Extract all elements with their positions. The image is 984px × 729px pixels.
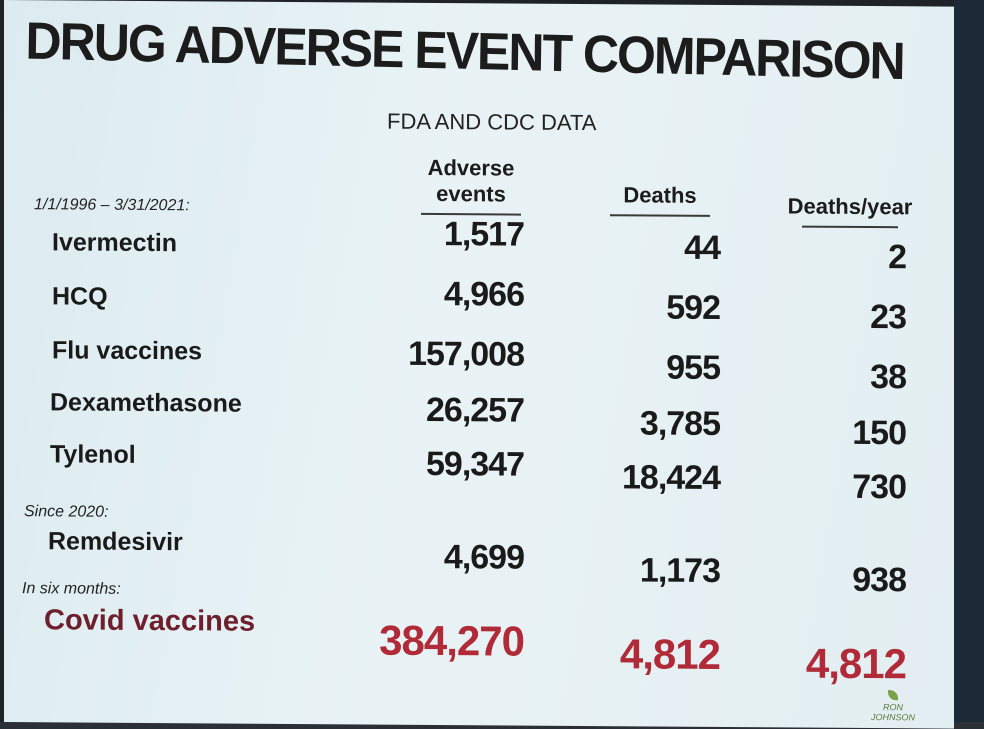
slide: DRUG ADVERSE EVENT COMPARISON FDA AND CD… <box>4 0 954 729</box>
section-label: 1/1/1996 – 3/31/2021: <box>34 196 190 215</box>
adverse-events-value: 26,257 <box>426 390 524 430</box>
deaths-per-year-value: 4,812 <box>805 639 906 688</box>
deaths-per-year-value: 938 <box>852 560 906 600</box>
section-label: Since 2020: <box>24 503 109 521</box>
column-header-label: Deaths/year <box>787 193 913 220</box>
section-label: In six months: <box>22 580 121 598</box>
column-header-adverse-events: Adverse events <box>404 155 538 216</box>
column-header-deaths: Deaths <box>602 182 718 217</box>
deaths-per-year-value: 2 <box>888 238 906 277</box>
adverse-events-value: 4,966 <box>443 275 524 314</box>
column-header-rule <box>802 225 898 229</box>
ron-johnson-logo: RON JOHNSON <box>862 690 924 726</box>
column-header-label: Adverse events <box>427 154 515 207</box>
deaths-per-year-value: 150 <box>852 413 906 453</box>
drug-name: Remdesivir <box>48 527 183 557</box>
drug-name: Covid vaccines <box>44 604 256 638</box>
drug-name: Tylenol <box>50 440 136 469</box>
adverse-events-value: 384,270 <box>379 616 524 665</box>
column-header-deaths-per-year: Deaths/year <box>780 193 920 229</box>
adverse-events-value: 59,347 <box>426 444 524 484</box>
adverse-events-value: 157,008 <box>408 334 524 374</box>
deaths-per-year-value: 38 <box>870 358 906 397</box>
chart-subtitle: FDA AND CDC DATA <box>387 108 597 136</box>
screen-edge <box>954 0 984 722</box>
adverse-events-value: 1,517 <box>443 215 524 254</box>
drug-name: HCQ <box>52 282 108 311</box>
adverse-events-value: 4,699 <box>443 538 524 577</box>
drug-name: Ivermectin <box>52 228 178 258</box>
column-header-rule <box>610 214 710 217</box>
drug-name: Flu vaccines <box>52 336 203 366</box>
deaths-per-year-value: 730 <box>852 467 906 507</box>
deaths-per-year-value: 23 <box>870 298 906 337</box>
drug-name: Dexamethasone <box>50 388 242 418</box>
logo-text: RON JOHNSON <box>870 702 915 723</box>
leaf-icon <box>888 690 898 701</box>
column-header-label: Deaths <box>623 182 697 208</box>
chart-title: DRUG ADVERSE EVENT COMPARISON <box>25 11 905 91</box>
